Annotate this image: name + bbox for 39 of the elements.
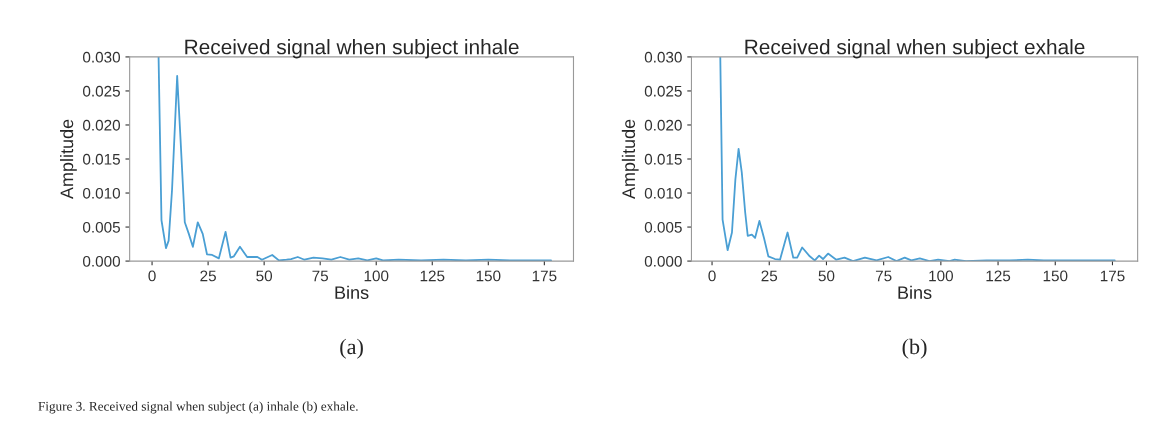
x-tick-label: 0	[148, 270, 156, 282]
x-axis-title: Bins	[898, 285, 932, 299]
text: (b)	[902, 338, 927, 359]
x-tick-label: 25	[761, 270, 778, 282]
x-axis-title: Bins	[335, 285, 369, 299]
y-axis-title: Amplitude	[621, 119, 639, 200]
x-tick-label: 100	[929, 270, 954, 282]
y-tick-label: 0.020	[82, 119, 121, 131]
x-tick-label: 100	[364, 270, 389, 282]
y-tick-label: 0.020	[644, 119, 682, 131]
y-tick-label: 0.005	[644, 221, 682, 233]
x-tick-label: 150	[1043, 270, 1068, 282]
x-tick-label: 150	[476, 270, 501, 282]
caption: Figure 3. Received signal when subject (a) inhale (b) exhale.	[38, 401, 358, 414]
x-tick-label: 0	[708, 270, 716, 282]
x-tick-label: 175	[1100, 270, 1125, 282]
y-tick-label: 0.015	[644, 153, 682, 165]
y-axis-title: Amplitude	[60, 119, 77, 200]
y-tick-label: 0.005	[82, 221, 120, 233]
y-tick-label: 0.010	[82, 187, 121, 199]
x-tick-label: 175	[532, 270, 557, 282]
y-tick-label: 0.010	[644, 187, 682, 199]
y-tick-label: 0.030	[82, 51, 121, 63]
x-tick-label: 125	[986, 270, 1011, 282]
y-tick-label: 0.030	[644, 51, 682, 63]
y-tick-label: 0.015	[82, 153, 120, 165]
x-tick-label: 50	[256, 270, 273, 282]
x-tick-label: 25	[200, 270, 216, 282]
chart-title: Received signal when subject exhale	[745, 39, 1085, 59]
y-tick-label: 0.025	[644, 85, 682, 97]
x-tick-label: 125	[420, 270, 445, 282]
chart-title: Received signal when subject inhale	[185, 39, 519, 59]
text: (a)	[340, 338, 363, 359]
x-tick-label: 75	[312, 270, 329, 282]
x-tick-label: 75	[875, 270, 892, 282]
x-tick-label: 50	[818, 270, 835, 282]
y-tick-label: 0.000	[82, 255, 121, 267]
y-tick-label: 0.000	[644, 255, 682, 267]
y-tick-label: 0.025	[82, 85, 120, 97]
